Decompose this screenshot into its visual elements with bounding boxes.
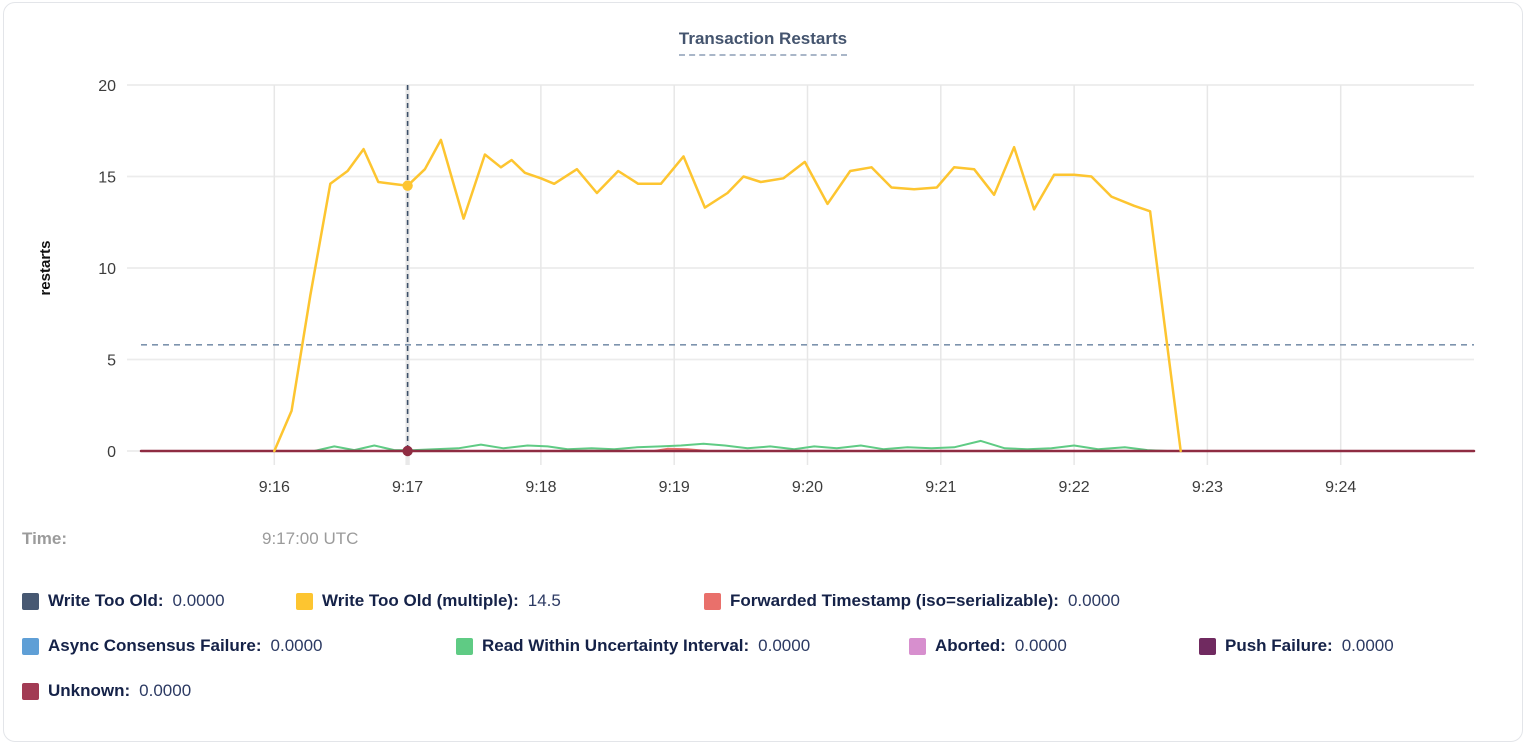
legend-label: Write Too Old: xyxy=(48,591,164,610)
legend-swatch xyxy=(22,637,39,655)
legend-value: 0.0000 xyxy=(270,636,323,655)
legend-item-read-within-uncertainty: Read Within Uncertainty Interval: 0.0000 xyxy=(456,636,810,656)
legend-swatch xyxy=(296,592,313,610)
transaction-restarts-chart[interactable]: 0 5 10 15 20 9:16 9:17 9:18 9:19 9:20 9:21 9:22 9:23… xyxy=(4,3,1523,513)
svg-text:20: 20 xyxy=(98,78,116,95)
svg-text:9:23: 9:23 xyxy=(1192,479,1223,496)
legend-swatch xyxy=(704,592,721,610)
time-label: Time: xyxy=(22,529,68,548)
svg-text:5: 5 xyxy=(107,353,116,370)
legend-label: Push Failure: xyxy=(1225,636,1333,655)
svg-text:0: 0 xyxy=(107,444,116,461)
legend-value: 0.0000 xyxy=(1067,591,1120,610)
legend-item-aborted: Aborted: 0.0000 xyxy=(909,636,1067,656)
legend-item-write-too-old: Write Too Old: 0.0000 xyxy=(22,591,225,611)
svg-text:9:16: 9:16 xyxy=(259,479,290,496)
legend-item-push-failure: Push Failure: 0.0000 xyxy=(1199,636,1394,656)
legend-label: Aborted: xyxy=(935,636,1006,655)
svg-text:10: 10 xyxy=(98,261,116,278)
svg-text:9:21: 9:21 xyxy=(925,479,956,496)
legend-swatch xyxy=(22,592,39,610)
legend-value: 0.0000 xyxy=(139,681,192,700)
legend-item-unknown: Unknown: 0.0000 xyxy=(22,681,191,701)
legend-value: 0.0000 xyxy=(758,636,811,655)
svg-text:restarts: restarts xyxy=(37,240,54,295)
legend-label: Async Consensus Failure: xyxy=(48,636,262,655)
hover-time-row: Time: 9:17:00 UTC xyxy=(4,529,1522,553)
svg-text:15: 15 xyxy=(98,170,116,187)
legend-label: Forwarded Timestamp (iso=serializable): xyxy=(730,591,1059,610)
legend-row-3: Unknown: 0.0000 xyxy=(4,681,1522,705)
svg-text:9:17: 9:17 xyxy=(392,479,423,496)
legend-row-1: Write Too Old: 0.0000 Write Too Old (mul… xyxy=(4,591,1522,615)
svg-text:9:20: 9:20 xyxy=(792,479,823,496)
legend-row-2: Async Consensus Failure: 0.0000 Read Wit… xyxy=(4,636,1522,660)
legend-swatch xyxy=(909,637,926,655)
legend-item-write-too-old-multiple: Write Too Old (multiple): 14.5 xyxy=(296,591,561,611)
legend-value: 14.5 xyxy=(527,591,561,610)
svg-text:9:18: 9:18 xyxy=(525,479,556,496)
svg-text:9:24: 9:24 xyxy=(1325,479,1356,496)
legend-label: Unknown: xyxy=(48,681,131,700)
svg-text:9:22: 9:22 xyxy=(1059,479,1090,496)
legend-swatch xyxy=(456,637,473,655)
legend-item-forwarded-timestamp: Forwarded Timestamp (iso=serializable): … xyxy=(704,591,1120,611)
legend-value: 0.0000 xyxy=(1341,636,1394,655)
legend-label: Write Too Old (multiple): xyxy=(322,591,519,610)
legend-swatch xyxy=(1199,637,1216,655)
legend-swatch xyxy=(22,682,39,700)
legend-value: 0.0000 xyxy=(1014,636,1067,655)
legend-value: 0.0000 xyxy=(172,591,225,610)
time-value: 9:17:00 UTC xyxy=(262,529,359,548)
legend-item-async-consensus-failure: Async Consensus Failure: 0.0000 xyxy=(22,636,323,656)
chart-title: Transaction Restarts xyxy=(678,29,848,56)
chart-card: 0 5 10 15 20 9:16 9:17 9:18 9:19 9:20 9:21 9:22 9:23… xyxy=(3,2,1523,742)
legend-label: Read Within Uncertainty Interval: xyxy=(482,636,750,655)
svg-text:9:19: 9:19 xyxy=(659,479,690,496)
